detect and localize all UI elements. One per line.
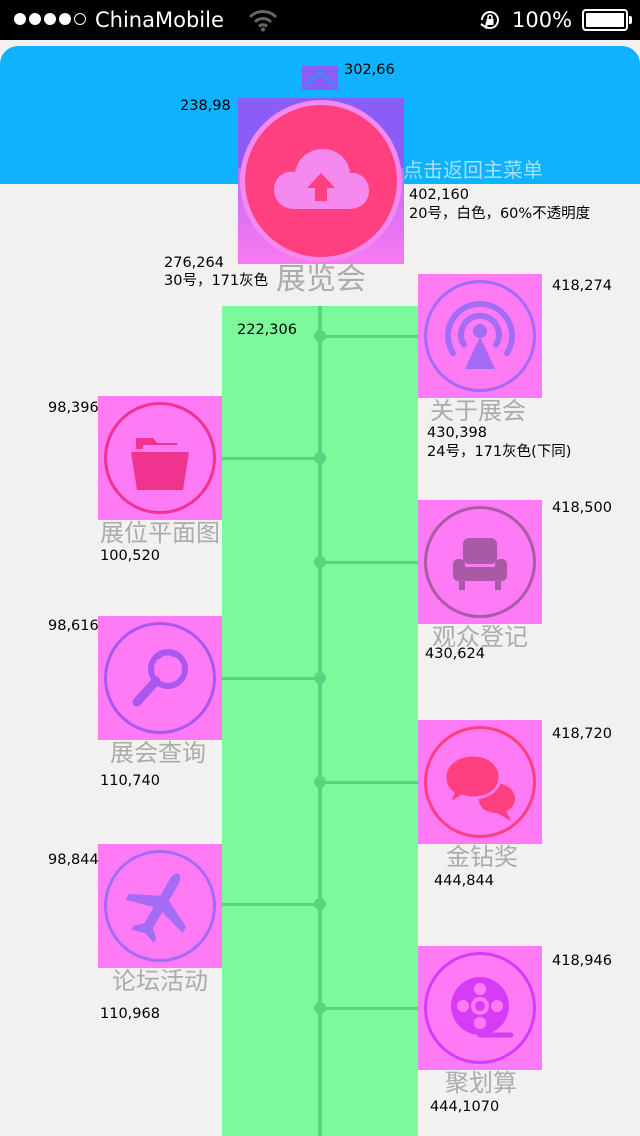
wifi-icon xyxy=(248,8,278,36)
connector-award xyxy=(320,781,418,784)
rotation-lock-icon xyxy=(478,8,502,36)
connector-floorplan xyxy=(222,457,320,460)
annotation-trunk-pos: 222,306 xyxy=(237,322,297,338)
timeline-node xyxy=(314,556,326,568)
timeline-node xyxy=(314,776,326,788)
armchair-icon xyxy=(424,506,536,618)
annotation-award-tile-pos: 418,720 xyxy=(552,726,612,742)
timeline-node xyxy=(314,898,326,910)
menu-tile-award[interactable] xyxy=(418,720,542,844)
airplane-icon xyxy=(104,850,216,962)
connector-about xyxy=(320,335,418,338)
menu-label-about[interactable]: 关于展会 xyxy=(430,397,526,425)
menu-tile-search[interactable] xyxy=(98,616,222,740)
timeline-node xyxy=(314,330,326,342)
annotation-forum-label-pos: 110,968 xyxy=(100,1006,160,1022)
podcast-icon xyxy=(424,280,536,392)
battery-tip xyxy=(629,16,632,24)
connector-search xyxy=(222,677,320,680)
main-menu-button[interactable] xyxy=(238,98,404,264)
annotation-about-tile-pos: 418,274 xyxy=(552,278,612,294)
connector-visitor xyxy=(320,561,418,564)
page-title: 展览会 xyxy=(276,262,366,297)
status-bar: ChinaMobile 100% xyxy=(0,0,640,40)
folder-icon xyxy=(104,402,216,514)
annotation-search-tile-pos: 98,616 xyxy=(48,618,99,634)
menu-tile-floorplan[interactable] xyxy=(98,396,222,520)
signal-strength-icon xyxy=(14,13,86,27)
menu-tile-about[interactable] xyxy=(418,274,542,398)
battery-icon xyxy=(582,9,628,31)
annotation-top-tile-pos: 238,98 xyxy=(180,98,231,114)
battery-percent: 100% xyxy=(512,8,573,32)
back-to-main-link[interactable]: 点击返回主菜单 xyxy=(403,158,543,182)
chevron-up-icon xyxy=(303,69,337,88)
annotation-about-label-style: 24号，171灰色(下同) xyxy=(427,444,572,460)
menu-label-visitor[interactable]: 观众登记 xyxy=(432,623,528,651)
search-icon xyxy=(104,622,216,734)
annotation-about-label-pos: 430,398 xyxy=(427,425,487,441)
menu-label-award[interactable]: 金钻奖 xyxy=(446,843,518,871)
annotation-forum-tile-pos: 98,844 xyxy=(48,852,99,868)
cloud-upload-icon xyxy=(240,100,402,262)
menu-tile-visitor[interactable] xyxy=(418,500,542,624)
annotation-search-label-pos: 110,740 xyxy=(100,773,160,789)
annotation-title-style: 30号，171灰色 xyxy=(164,273,269,289)
connector-forum xyxy=(222,903,320,906)
annotation-back-style: 20号，白色，60%不透明度 xyxy=(409,206,591,222)
annotation-back-pos: 402,160 xyxy=(409,187,469,203)
annotation-deal-tile-pos: 418,946 xyxy=(552,953,612,969)
timeline-node xyxy=(314,672,326,684)
annotation-award-label-pos: 444,844 xyxy=(434,873,494,889)
menu-label-floorplan[interactable]: 展位平面图 xyxy=(100,519,220,547)
annotation-title-pos: 276,264 xyxy=(164,255,224,271)
chevron-up-button[interactable] xyxy=(302,66,338,90)
annotation-visitor-tile-pos: 418,500 xyxy=(552,500,612,516)
connector-deal xyxy=(320,1007,418,1010)
menu-tile-deal[interactable] xyxy=(418,946,542,1070)
carrier-name: ChinaMobile xyxy=(95,8,224,32)
menu-tile-forum[interactable] xyxy=(98,844,222,968)
timeline-node xyxy=(314,1002,326,1014)
menu-label-deal[interactable]: 聚划算 xyxy=(445,1069,517,1097)
chat-bubbles-icon xyxy=(424,726,536,838)
annotation-floorplan-tile-pos: 98,396 xyxy=(48,400,99,416)
timeline-line xyxy=(318,306,322,1136)
annotation-visitor-label-pos: 430,624 xyxy=(425,646,485,662)
menu-label-search[interactable]: 展会查询 xyxy=(110,739,206,767)
annotation-floorplan-label-pos: 100,520 xyxy=(100,548,160,564)
film-reel-icon xyxy=(424,952,536,1064)
annotation-chevron-pos: 302,66 xyxy=(344,62,395,78)
annotation-deal-label-pos: 444,1070 xyxy=(430,1099,500,1115)
timeline-node xyxy=(314,452,326,464)
menu-label-forum[interactable]: 论坛活动 xyxy=(112,967,208,995)
